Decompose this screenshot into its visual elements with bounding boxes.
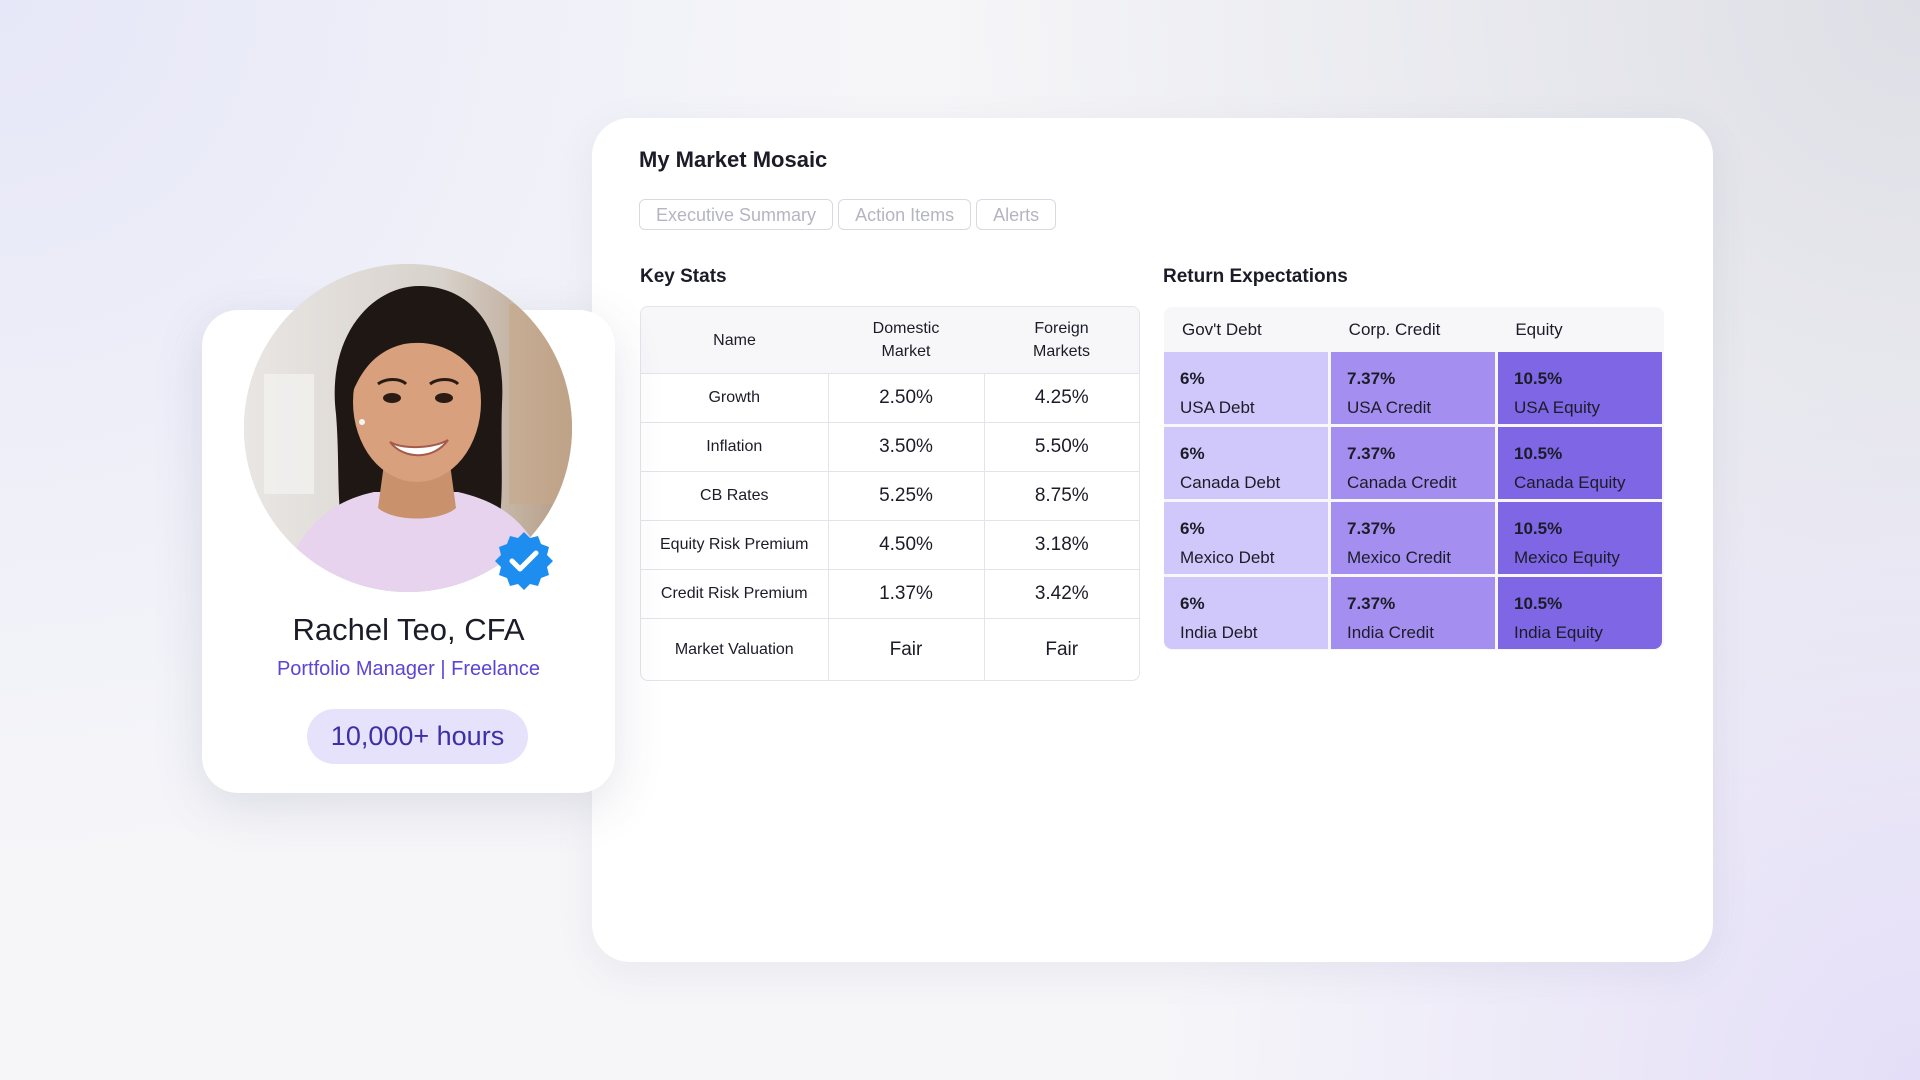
return-percent: 7.37% [1347, 594, 1396, 613]
domestic-value: Fair [827, 618, 984, 680]
row-label: Growth [641, 373, 828, 423]
key-stats-table: Name Domestic Market Foreign Markets Growt… [640, 306, 1140, 681]
return-label: India Debt [1180, 623, 1258, 642]
return-label: India Credit [1347, 623, 1434, 642]
foreign-value: 5.50% [983, 422, 1139, 472]
return-percent: 6% [1180, 369, 1205, 388]
return-label: Mexico Debt [1180, 548, 1275, 567]
profile-card: Rachel Teo, CFA Portfolio Manager | Free… [202, 264, 615, 793]
table-row: Growth 2.50% 4.25% [641, 373, 1139, 423]
profile-role: Portfolio Manager | Freelance [276, 658, 541, 680]
table-row: Inflation 3.50% 5.50% [641, 422, 1139, 472]
return-label: Canada Debt [1180, 473, 1281, 492]
column-header-domestic: Domestic Market [828, 307, 984, 374]
foreign-value: 4.25% [983, 373, 1139, 423]
return-percent: 7.37% [1347, 519, 1396, 538]
return-label: India Equity [1514, 623, 1603, 642]
table-row: CB Rates 5.25% 8.75% [641, 471, 1139, 521]
market-mosaic-card: My Market Mosaic Executive Summary Actio… [592, 118, 1713, 962]
return-label: USA Debt [1180, 398, 1255, 417]
column-header-name: Name [641, 307, 828, 374]
return-percent: 6% [1180, 444, 1205, 463]
return-percent: 7.37% [1347, 369, 1396, 388]
table-row: Market Valuation Fair Fair [641, 618, 1139, 680]
return-cell-usa-credit[interactable]: 7.37% USA Credit [1331, 352, 1495, 424]
domestic-value: 5.25% [827, 471, 984, 521]
return-label: Mexico Equity [1514, 548, 1620, 567]
return-percent: 10.5% [1514, 444, 1563, 463]
column-header-corp-credit: Corp. Credit [1348, 319, 1441, 339]
table-row: Credit Risk Premium 1.37% 3.42% [641, 569, 1139, 619]
tab-alerts[interactable]: Alerts [976, 199, 1057, 230]
column-header-foreign: Foreign Markets [984, 307, 1139, 374]
return-cell-canada-equity[interactable]: 10.5% Canada Equity [1498, 427, 1662, 499]
return-percent: 7.37% [1347, 444, 1396, 463]
domestic-value: 2.50% [827, 373, 984, 423]
return-cell-usa-equity[interactable]: 10.5% USA Equity [1498, 352, 1662, 424]
return-percent: 10.5% [1514, 519, 1563, 538]
foreign-value: Fair [983, 618, 1139, 680]
return-percent: 6% [1180, 594, 1205, 613]
return-cell-usa-debt[interactable]: 6% USA Debt [1164, 352, 1328, 424]
row-label: CB Rates [641, 471, 828, 521]
return-percent: 10.5% [1514, 369, 1563, 388]
table-header-row: Name Domestic Market Foreign Markets [641, 307, 1139, 374]
grid-header-row: Gov't Debt Corp. Credit Equity [1164, 307, 1664, 352]
return-percent: 10.5% [1514, 594, 1563, 613]
return-cell-india-credit[interactable]: 7.37% India Credit [1331, 577, 1495, 649]
profile-name: Rachel Teo, CFA [292, 612, 525, 647]
tab-executive-summary[interactable]: Executive Summary [639, 199, 834, 230]
hours-badge: 10,000+ hours [307, 709, 528, 764]
tab-bar: Executive Summary Action Items Alerts [639, 199, 1057, 230]
verified-check-icon [495, 532, 553, 590]
return-expectations-title: Return Expectations [1163, 266, 1348, 287]
foreign-value: 3.18% [983, 520, 1139, 570]
row-label: Credit Risk Premium [641, 569, 828, 619]
row-label: Equity Risk Premium [641, 520, 828, 570]
return-label: USA Credit [1347, 398, 1432, 417]
table-row: Equity Risk Premium 4.50% 3.18% [641, 520, 1139, 570]
column-header-equity: Equity [1515, 319, 1563, 339]
return-cell-canada-credit[interactable]: 7.37% Canada Credit [1331, 427, 1495, 499]
tab-action-items[interactable]: Action Items [838, 199, 972, 230]
domestic-value: 4.50% [827, 520, 984, 570]
key-stats-title: Key Stats [640, 266, 727, 287]
return-expectations-grid: Gov't Debt Corp. Credit Equity 6% USA De… [1164, 307, 1664, 650]
return-cell-canada-debt[interactable]: 6% Canada Debt [1164, 427, 1328, 499]
return-percent: 6% [1180, 519, 1205, 538]
return-label: USA Equity [1514, 398, 1600, 417]
return-cell-india-debt[interactable]: 6% India Debt [1164, 577, 1328, 649]
return-cell-mexico-credit[interactable]: 7.37% Mexico Credit [1331, 502, 1495, 574]
foreign-value: 8.75% [983, 471, 1139, 521]
return-cell-india-equity[interactable]: 10.5% India Equity [1498, 577, 1662, 649]
row-label: Inflation [641, 422, 828, 472]
return-label: Canada Equity [1514, 473, 1626, 492]
return-cell-mexico-debt[interactable]: 6% Mexico Debt [1164, 502, 1328, 574]
return-label: Mexico Credit [1347, 548, 1451, 567]
column-header-govt-debt: Gov't Debt [1182, 319, 1262, 339]
return-label: Canada Credit [1347, 473, 1457, 492]
page-title: My Market Mosaic [639, 147, 828, 172]
return-cell-mexico-equity[interactable]: 10.5% Mexico Equity [1498, 502, 1662, 574]
row-label: Market Valuation [641, 618, 828, 680]
domestic-value: 3.50% [827, 422, 984, 472]
domestic-value: 1.37% [827, 569, 984, 619]
foreign-value: 3.42% [983, 569, 1139, 619]
